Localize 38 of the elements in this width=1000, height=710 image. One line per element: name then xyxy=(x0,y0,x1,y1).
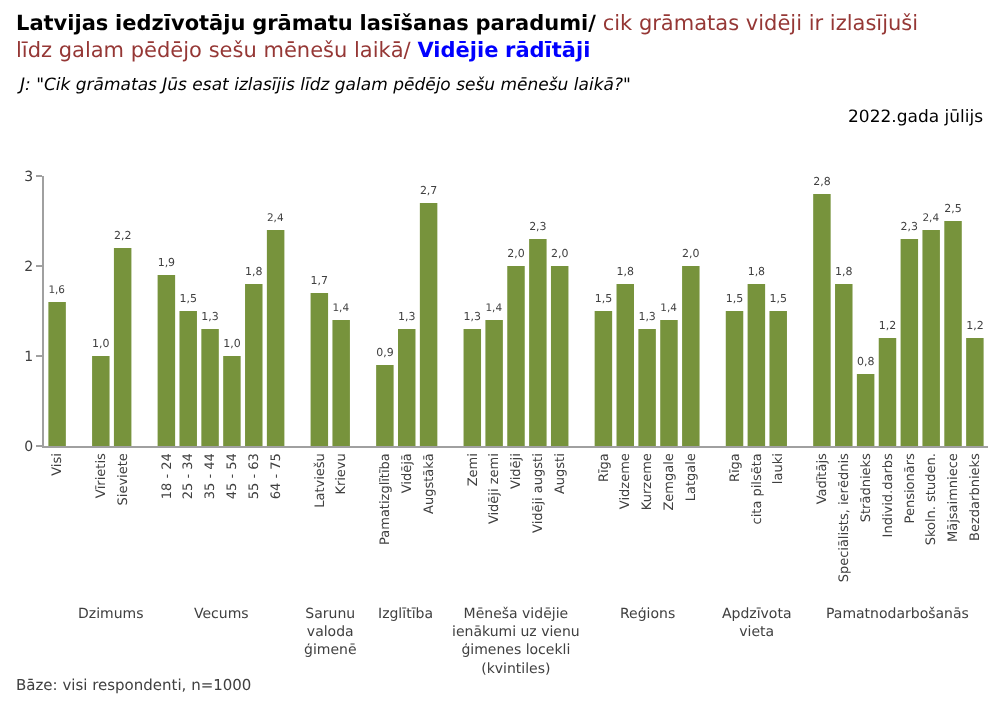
bar xyxy=(616,284,634,446)
bar xyxy=(660,320,678,446)
bar xyxy=(835,284,853,446)
bar xyxy=(529,239,547,446)
bar xyxy=(463,329,482,446)
bar xyxy=(332,320,350,446)
bar xyxy=(856,374,875,446)
bar xyxy=(179,311,197,446)
bar xyxy=(48,302,66,446)
bar xyxy=(900,239,919,446)
bar xyxy=(769,311,787,446)
bar xyxy=(638,329,656,446)
bar xyxy=(92,356,110,446)
bar xyxy=(376,365,394,446)
text: 2022.gada jūlijs xyxy=(848,108,985,128)
bar xyxy=(813,194,831,446)
bar xyxy=(201,329,219,446)
bar xyxy=(310,293,329,446)
bar xyxy=(266,230,285,446)
bar xyxy=(419,203,438,446)
bar xyxy=(245,284,263,446)
bar xyxy=(157,275,176,446)
bar xyxy=(966,338,984,446)
bar xyxy=(113,248,132,446)
bar xyxy=(223,356,241,446)
bar xyxy=(398,329,416,446)
bar xyxy=(878,338,897,446)
bar xyxy=(594,311,613,446)
bar xyxy=(682,266,700,446)
bar xyxy=(485,320,503,446)
bar xyxy=(747,284,766,446)
bar xyxy=(550,266,569,446)
bar xyxy=(725,311,744,446)
chart-subtitle: J: "Cik grāmatas Jūs esat izlasījis līdz galam pēdējo sešu mēnešu laikā?" xyxy=(16,76,631,96)
bar xyxy=(922,230,940,446)
chart-title: Latvijas iedzīvotāju grāmatu lasīšanas paradumi/ cik grāmatas vidēji ir izlasījuši līdz galam pēdējo sešu mēnešu laikā/ Vidējie rādītāji xyxy=(16,12,919,64)
bar xyxy=(944,221,962,446)
bar xyxy=(507,266,525,446)
